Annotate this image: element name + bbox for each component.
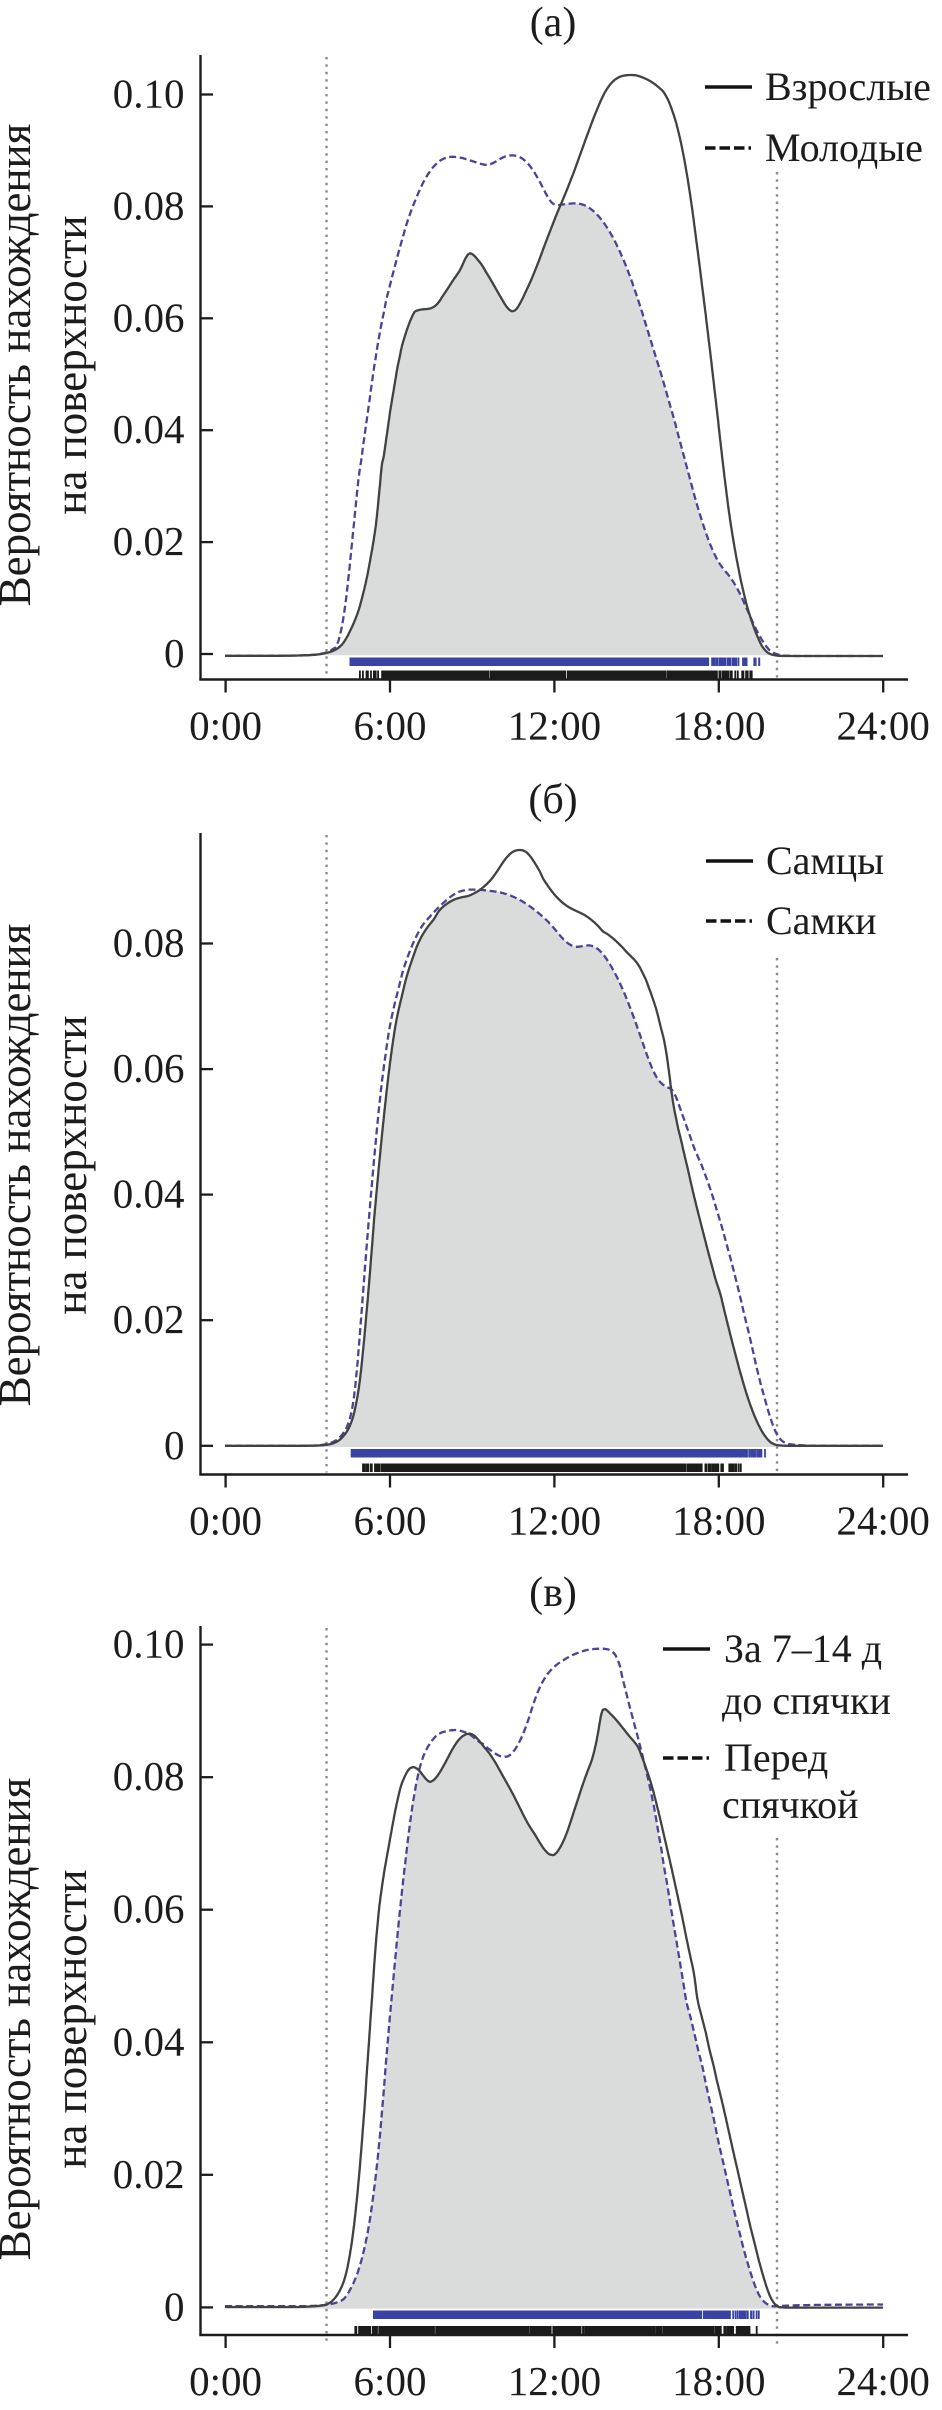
- svg-text:на поверхности: на поверхности: [46, 1015, 96, 1314]
- svg-text:0.02: 0.02: [113, 2151, 185, 2197]
- svg-text:0.08: 0.08: [113, 1753, 185, 1799]
- svg-text:12:00: 12:00: [508, 703, 601, 749]
- svg-text:(б): (б): [528, 777, 577, 823]
- svg-text:на поверхности: на поверхности: [46, 1869, 96, 2168]
- svg-text:Взрослые: Взрослые: [765, 64, 931, 109]
- svg-text:(а): (а): [530, 0, 577, 46]
- svg-text:24:00: 24:00: [836, 1498, 929, 1544]
- svg-text:Вероятность нахождения: Вероятность нахождения: [0, 924, 40, 1407]
- svg-text:0.08: 0.08: [113, 920, 185, 966]
- svg-text:0:00: 0:00: [189, 703, 262, 749]
- svg-text:Молодые: Молодые: [765, 125, 923, 170]
- svg-text:0.06: 0.06: [113, 1045, 185, 1091]
- svg-text:Самки: Самки: [766, 898, 877, 943]
- svg-text:до спячки: до спячки: [722, 1678, 891, 1723]
- svg-text:0.06: 0.06: [113, 1886, 185, 1932]
- svg-text:Самцы: Самцы: [766, 838, 884, 883]
- svg-text:0.10: 0.10: [113, 1621, 185, 1667]
- svg-text:0.04: 0.04: [113, 2018, 185, 2064]
- svg-text:Вероятность нахождения: Вероятность нахождения: [0, 124, 40, 607]
- svg-text:0.10: 0.10: [113, 71, 185, 117]
- svg-text:(в): (в): [529, 1570, 577, 1616]
- svg-text:на поверхности: на поверхности: [46, 215, 96, 514]
- svg-text:0.02: 0.02: [113, 518, 185, 564]
- svg-text:0:00: 0:00: [189, 1498, 262, 1544]
- svg-text:За 7–14 д: За 7–14 д: [724, 1626, 882, 1671]
- svg-text:12:00: 12:00: [508, 1498, 601, 1544]
- svg-text:0: 0: [164, 2283, 185, 2329]
- svg-text:0: 0: [164, 630, 185, 676]
- svg-text:18:00: 18:00: [672, 1498, 765, 1544]
- svg-text:6:00: 6:00: [354, 2358, 427, 2404]
- svg-text:спячкой: спячкой: [722, 1782, 858, 1827]
- svg-text:0.08: 0.08: [113, 182, 185, 228]
- svg-text:24:00: 24:00: [836, 703, 929, 749]
- svg-text:0.04: 0.04: [113, 1171, 185, 1217]
- svg-text:24:00: 24:00: [836, 2358, 929, 2404]
- svg-text:0.04: 0.04: [113, 406, 185, 452]
- svg-text:0: 0: [164, 1422, 185, 1468]
- svg-text:0:00: 0:00: [189, 2358, 262, 2404]
- svg-text:0.06: 0.06: [113, 294, 185, 340]
- svg-text:Вероятность нахождения: Вероятность нахождения: [0, 1778, 40, 2261]
- svg-text:0.02: 0.02: [113, 1296, 185, 1342]
- svg-text:Перед: Перед: [724, 1735, 828, 1780]
- svg-text:6:00: 6:00: [354, 703, 427, 749]
- svg-text:18:00: 18:00: [672, 703, 765, 749]
- svg-text:12:00: 12:00: [508, 2358, 601, 2404]
- svg-text:6:00: 6:00: [354, 1498, 427, 1544]
- svg-text:18:00: 18:00: [672, 2358, 765, 2404]
